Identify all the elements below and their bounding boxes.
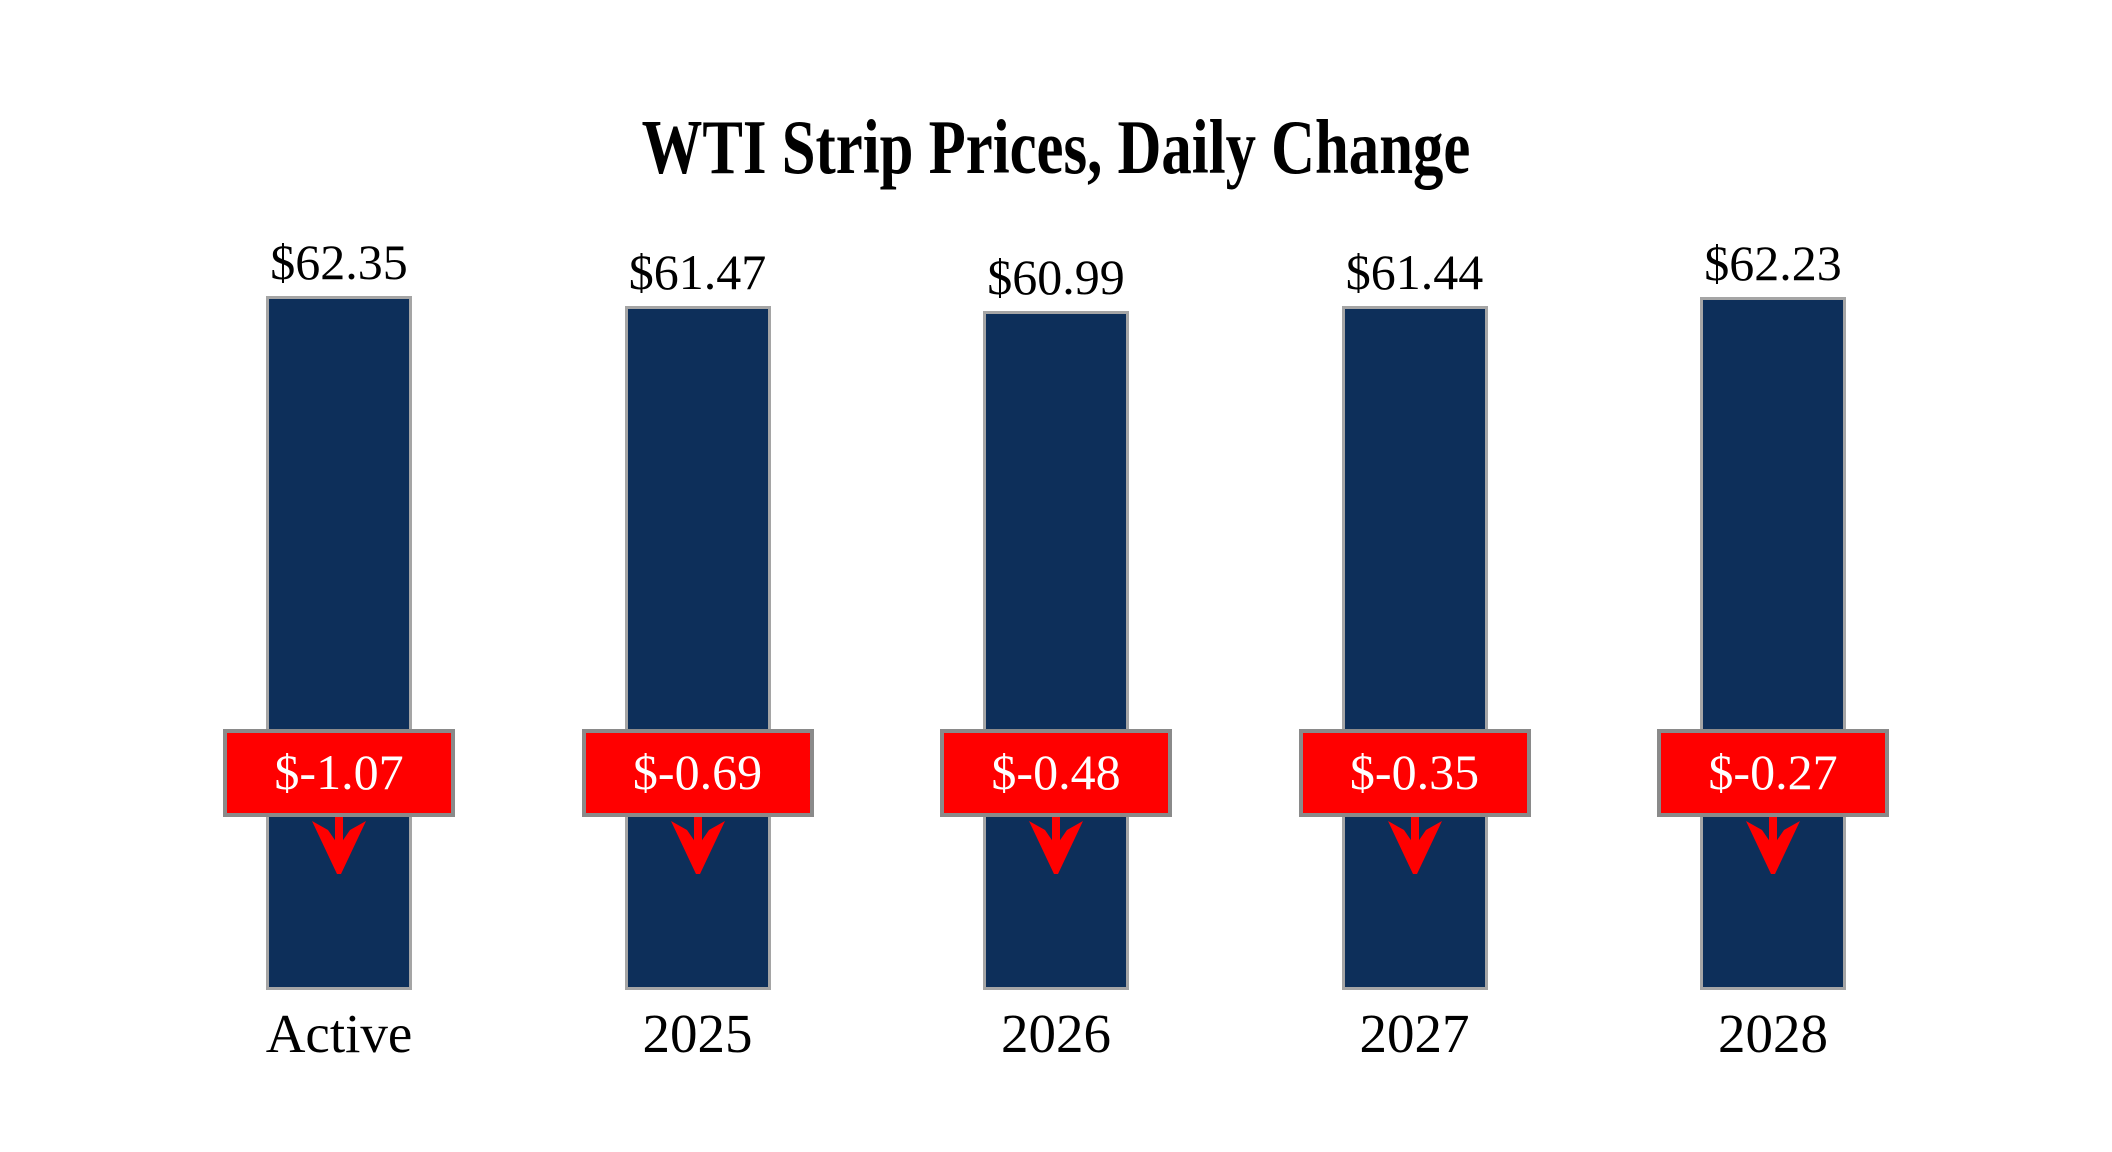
category-label: 2026 — [1001, 1003, 1111, 1064]
price-label: $60.99 — [987, 248, 1125, 305]
down-arrow-icon — [312, 816, 366, 874]
change-badge: $-0.27 — [1657, 729, 1889, 817]
price-bar — [983, 311, 1129, 990]
change-badge: $-0.69 — [581, 729, 814, 817]
price-label: $61.47 — [628, 243, 767, 300]
change-badge: $-1.07 — [223, 729, 455, 817]
bar-group-2025: $61.47 $-0.69 2025 — [518, 0, 877, 1152]
price-bar — [1341, 306, 1488, 990]
price-bar — [266, 296, 412, 990]
chart-title: WTI Strip Prices, Daily Change — [641, 105, 1471, 191]
bar-group-2028: $62.23 $-0.27 2028 — [1594, 0, 1953, 1152]
change-badge: $-0.48 — [940, 729, 1172, 817]
down-arrow-icon — [1387, 816, 1442, 874]
bar-group-2027: $61.44 $-0.35 2027 — [1235, 0, 1594, 1152]
bar-group-active: $62.35 $-1.07 Active — [160, 0, 519, 1152]
price-bar — [624, 306, 771, 990]
price-label: $62.23 — [1704, 234, 1842, 291]
down-arrow-icon — [670, 816, 725, 874]
price-label: $62.35 — [270, 233, 408, 290]
bar-group-2026: $60.99 $-0.48 2026 — [877, 0, 1236, 1152]
price-label: $61.44 — [1345, 243, 1484, 300]
category-label: 2027 — [1359, 1003, 1470, 1064]
change-badge: $-0.35 — [1298, 729, 1531, 817]
category-label: 2028 — [1718, 1003, 1828, 1064]
down-arrow-icon — [1029, 816, 1083, 874]
category-label: Active — [265, 1003, 413, 1064]
price-bar — [1700, 297, 1846, 990]
down-arrow-icon — [1746, 816, 1800, 874]
category-label: 2025 — [642, 1003, 753, 1064]
